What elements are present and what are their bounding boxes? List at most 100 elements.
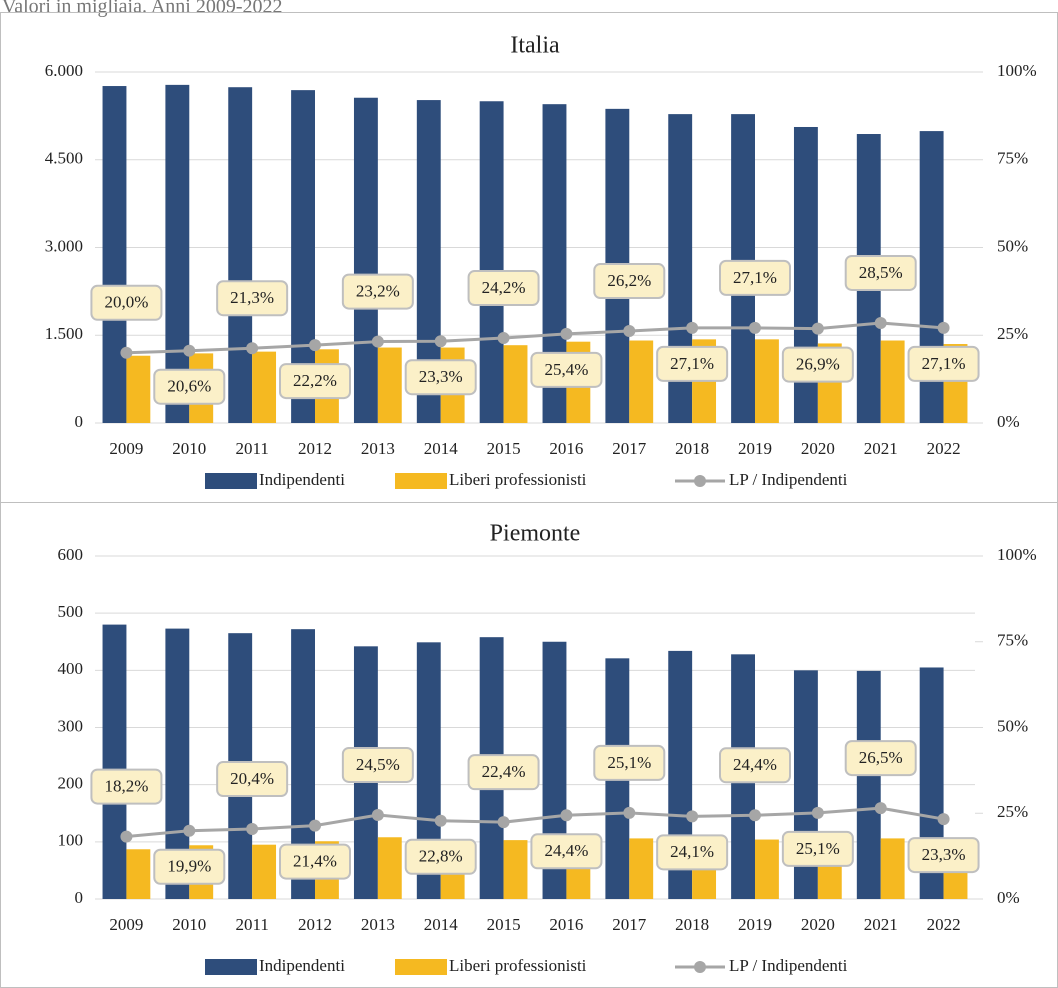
data-label: 24,4% <box>544 841 588 860</box>
x-tick-label: 2018 <box>675 915 709 934</box>
bar <box>880 838 905 899</box>
line-point <box>120 346 133 359</box>
line-point <box>434 335 447 348</box>
y2-tick-label: 0% <box>997 888 1020 907</box>
y2-tick-label: 100% <box>997 61 1037 80</box>
data-label: 20,6% <box>167 377 211 396</box>
y2-tick-label: 25% <box>997 802 1028 821</box>
bar <box>503 840 528 899</box>
label-box <box>153 848 226 885</box>
y2-tick-label: 100% <box>997 545 1037 564</box>
legend-label: Liberi professionisti <box>449 470 587 489</box>
bar <box>755 839 779 899</box>
bar <box>102 624 127 899</box>
bar <box>377 837 402 899</box>
bar <box>629 838 654 899</box>
bar <box>503 345 528 423</box>
label-box <box>341 746 414 783</box>
x-tick-label: 2014 <box>424 915 459 934</box>
legend-swatch <box>694 961 706 973</box>
data-label: 26,2% <box>607 271 651 290</box>
data-label: 26,9% <box>796 354 840 373</box>
bar <box>291 629 315 899</box>
x-tick-label: 2021 <box>864 439 898 458</box>
line-point <box>749 809 761 822</box>
line-point <box>874 802 887 815</box>
x-tick-label: 2017 <box>612 915 647 934</box>
legend-label: Indipendenti <box>259 956 345 975</box>
label-box <box>279 843 351 880</box>
x-tick-label: 2012 <box>298 439 332 458</box>
bar <box>291 90 315 423</box>
label-box <box>279 363 351 400</box>
data-label: 27,1% <box>922 354 966 373</box>
data-label: 24,1% <box>670 842 714 861</box>
bar <box>126 849 151 899</box>
line-point <box>183 344 196 357</box>
legend-swatch <box>205 473 257 489</box>
line-point <box>937 813 950 826</box>
line-point <box>686 810 699 823</box>
label-box <box>719 747 791 784</box>
x-tick-label: 2010 <box>172 439 206 458</box>
line-point <box>246 823 259 836</box>
x-tick-label: 2020 <box>801 439 835 458</box>
data-label: 20,0% <box>104 293 148 312</box>
data-label: 22,4% <box>482 762 526 781</box>
data-label: 27,1% <box>670 354 714 373</box>
label-box <box>216 280 289 317</box>
bar <box>102 86 127 423</box>
data-label: 23,3% <box>419 367 463 386</box>
data-label: 25,4% <box>544 360 588 379</box>
legend-swatch <box>395 959 447 975</box>
label-box <box>530 351 603 388</box>
x-tick-label: 2012 <box>298 915 332 934</box>
data-label: 23,3% <box>922 845 966 864</box>
data-label: 18,2% <box>104 776 148 795</box>
label-box <box>656 345 729 382</box>
legend-label: LP / Indipendenti <box>729 956 848 975</box>
x-tick-label: 2022 <box>927 439 961 458</box>
y2-tick-label: 75% <box>997 149 1028 168</box>
y-tick-label: 0 <box>75 888 84 907</box>
legend-swatch <box>694 475 706 487</box>
x-tick-label: 2014 <box>424 439 459 458</box>
line-point <box>686 321 699 334</box>
data-label: 20,4% <box>230 769 274 788</box>
x-tick-label: 2011 <box>235 915 268 934</box>
line-point <box>246 342 259 355</box>
line-point <box>874 316 887 329</box>
chart-title: Piemonte <box>490 521 581 547</box>
label-box <box>907 345 980 382</box>
data-label: 22,2% <box>293 371 337 390</box>
legend-label: Indipendenti <box>259 470 345 489</box>
x-tick-label: 2013 <box>361 439 395 458</box>
label-box <box>467 270 540 307</box>
y-tick-label: 0 <box>75 412 84 431</box>
chart-title: Italia <box>510 33 560 59</box>
data-label: 28,5% <box>859 263 903 282</box>
label-box <box>719 259 791 296</box>
label-box <box>844 740 917 777</box>
legend-label: Liberi professionisti <box>449 956 587 975</box>
data-label: 23,2% <box>356 281 400 300</box>
line-point <box>749 321 761 334</box>
y2-tick-label: 25% <box>997 324 1028 343</box>
y-tick-label: 6.000 <box>45 61 83 80</box>
bar <box>126 355 151 423</box>
x-tick-label: 2015 <box>487 915 521 934</box>
label-box <box>593 744 666 781</box>
line-point <box>623 325 636 338</box>
bar <box>880 340 905 423</box>
y-tick-label: 100 <box>58 831 84 850</box>
bar <box>165 84 190 424</box>
x-tick-label: 2018 <box>675 439 709 458</box>
caption: Valori in migliaia. Anni 2009-2022 <box>2 0 283 18</box>
y-tick-label: 500 <box>58 602 84 621</box>
y-tick-label: 400 <box>58 659 84 678</box>
bar <box>416 642 441 899</box>
x-tick-label: 2009 <box>109 915 143 934</box>
bar <box>856 670 881 899</box>
bar <box>755 339 779 423</box>
